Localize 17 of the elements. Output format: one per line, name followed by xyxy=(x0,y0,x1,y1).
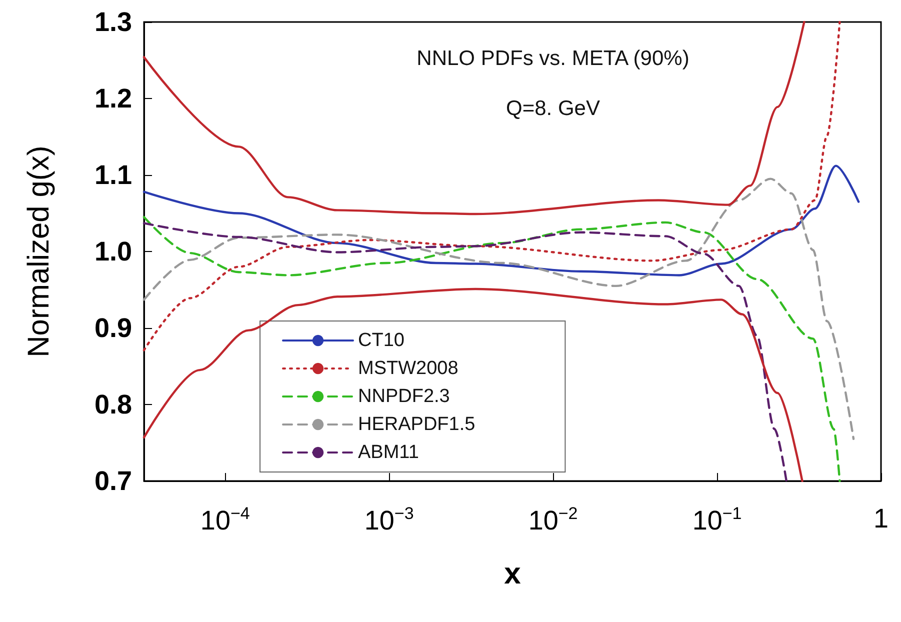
y-tick-label: 1.3 xyxy=(94,7,132,37)
text: Q=8. GeV xyxy=(506,97,600,120)
text: NNLO PDFs vs. META (90%) xyxy=(416,47,690,70)
y-tick-label: 0.9 xyxy=(94,313,132,343)
x-axis-title: x xyxy=(504,558,522,590)
y-tick-label: 1.1 xyxy=(94,160,132,190)
y-tick-label: 0.7 xyxy=(94,466,132,496)
y-tick-label: 1.0 xyxy=(94,236,132,266)
y-tick-label: 0.8 xyxy=(94,390,132,420)
legend-label: HERAPDF1.5 xyxy=(358,414,476,435)
y-tick-label: 1.2 xyxy=(94,84,132,114)
legend-label: CT10 xyxy=(358,330,404,351)
legend-label: MSTW2008 xyxy=(358,358,458,379)
x-tick-label: 1 xyxy=(873,504,889,534)
y-axis-title: Normalized g(x) xyxy=(22,146,56,358)
legend-label: NNPDF2.3 xyxy=(358,386,450,407)
legend-label: ABM11 xyxy=(358,442,419,463)
